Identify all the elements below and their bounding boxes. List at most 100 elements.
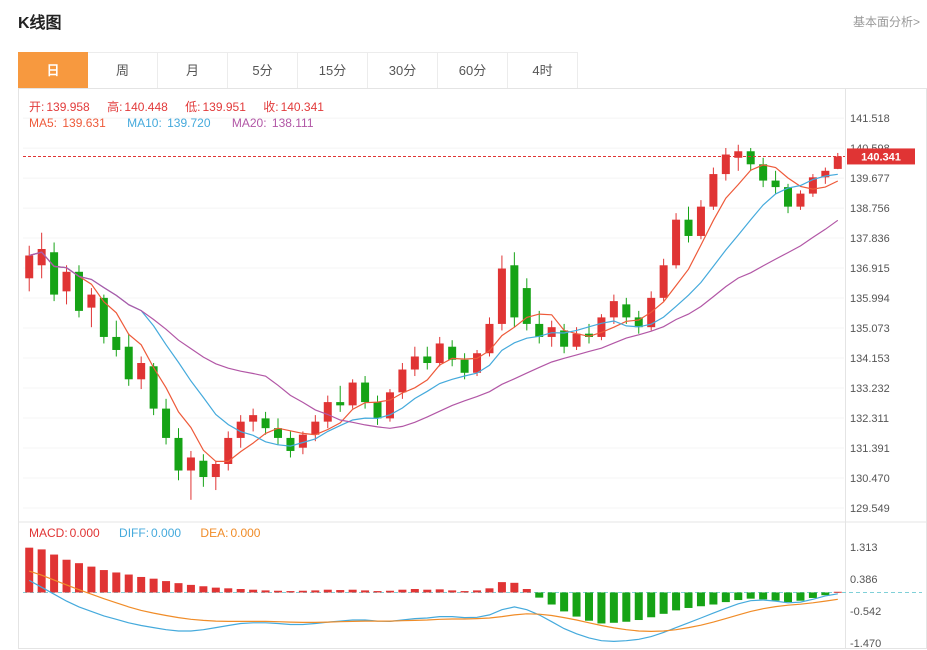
candle-body <box>821 170 830 178</box>
macd-bar <box>149 578 158 593</box>
candle-body <box>522 288 531 324</box>
candle-body <box>385 392 394 419</box>
candle-body <box>50 252 59 295</box>
macd-bar <box>249 589 258 593</box>
candle-body <box>112 336 121 350</box>
macd-bar <box>672 592 681 611</box>
candle-body <box>137 363 146 380</box>
macd-bar <box>684 592 693 608</box>
ma5-label: MA5: <box>29 116 58 130</box>
price-axis-label: 133.232 <box>850 383 890 395</box>
macd-axis-label: -1.470 <box>850 638 881 648</box>
macd-bar <box>634 592 643 621</box>
macd-bar <box>99 570 108 593</box>
macd-bar <box>211 587 220 593</box>
tab-week[interactable]: 周 <box>88 52 158 89</box>
price-axis-label: 131.391 <box>850 443 890 455</box>
macd-bar <box>510 582 519 593</box>
macd-label: MACD: <box>29 526 68 540</box>
tab-5min[interactable]: 5分 <box>228 52 298 89</box>
macd-axis-label: 1.313 <box>850 542 878 554</box>
tab-30min[interactable]: 30分 <box>368 52 438 89</box>
diff-line <box>28 579 838 643</box>
macd-bar <box>622 592 631 622</box>
open-label: 开: <box>29 100 45 114</box>
macd-bar <box>199 586 208 593</box>
macd-bar <box>746 592 755 599</box>
macd-bar <box>721 592 730 603</box>
fundamental-analysis-link[interactable]: 基本面分析> <box>852 14 920 29</box>
candle-body <box>348 382 357 406</box>
candle-body <box>373 402 382 419</box>
candle-body <box>199 460 208 478</box>
candle-body <box>473 353 482 373</box>
candle-body <box>261 418 270 429</box>
tab-day[interactable]: 日 <box>18 52 88 89</box>
macd-bar <box>87 566 96 593</box>
tab-60min[interactable]: 60分 <box>438 52 508 89</box>
macd-bar <box>796 592 805 601</box>
macd-bar <box>274 590 283 593</box>
candle-body <box>734 151 743 158</box>
candle-body <box>361 382 370 403</box>
candle-body <box>721 154 730 175</box>
ma20-value: 138.111 <box>271 116 314 130</box>
macd-bar <box>224 588 233 593</box>
candle-body <box>497 268 506 324</box>
candle-body <box>659 265 668 298</box>
macd-bar <box>784 592 793 603</box>
macd-bar <box>261 590 270 593</box>
candle-body <box>224 437 233 464</box>
candle-body <box>37 248 46 266</box>
macd-bar <box>547 592 556 605</box>
close-label: 收: <box>263 100 279 114</box>
candle-body <box>448 346 457 360</box>
macd-bar <box>460 591 469 593</box>
macd-bar <box>759 592 768 600</box>
high-label: 高: <box>107 100 123 114</box>
macd-bar <box>410 589 419 593</box>
candlestick-chart-canvas[interactable]: 141.518140.598139.677138.756137.836136.9… <box>19 89 926 648</box>
macd-bar <box>709 592 718 605</box>
candle-body <box>398 369 407 393</box>
candle-body <box>99 297 108 337</box>
tab-month[interactable]: 月 <box>158 52 228 89</box>
candle-body <box>435 343 444 364</box>
price-axis-label: 129.549 <box>850 503 890 515</box>
interval-tabs: 日周月 5分 15分 30分 60分 4时 <box>18 52 578 89</box>
candle-body <box>584 333 593 337</box>
candle-body <box>771 180 780 188</box>
macd-bar <box>112 572 121 593</box>
candle-body <box>149 366 158 409</box>
candle-body <box>87 294 96 308</box>
low-value: 139.951 <box>202 100 246 114</box>
candle-body <box>696 206 705 236</box>
page-title: K线图 <box>18 15 62 32</box>
macd-bar <box>485 588 494 593</box>
macd-bar <box>535 592 544 598</box>
macd-info: MACD: 0.000 DIFF: 0.000 DEA: 0.000 <box>29 526 276 540</box>
macd-bar <box>560 592 569 612</box>
macd-bar <box>373 591 382 593</box>
macd-bar <box>124 574 133 593</box>
macd-value: 0.000 <box>69 526 100 540</box>
open-value: 139.958 <box>46 100 90 114</box>
macd-bar <box>398 589 407 593</box>
candle-body <box>323 402 332 422</box>
candle-body <box>274 428 283 438</box>
price-axis-label: 134.153 <box>850 353 890 365</box>
price-axis-label: 138.756 <box>850 203 890 215</box>
tab-15min[interactable]: 15分 <box>298 52 368 89</box>
candle-body <box>609 301 618 318</box>
candle-body <box>672 219 681 266</box>
candle-body <box>174 437 183 471</box>
price-axis-label: 130.470 <box>850 473 890 485</box>
price-axis-label: 136.915 <box>850 263 890 275</box>
candle-body <box>597 317 606 337</box>
dea-line <box>29 570 838 633</box>
macd-bar <box>323 589 332 593</box>
macd-bar <box>186 584 195 593</box>
tab-4hour[interactable]: 4时 <box>508 52 578 89</box>
macd-bar <box>236 589 245 593</box>
